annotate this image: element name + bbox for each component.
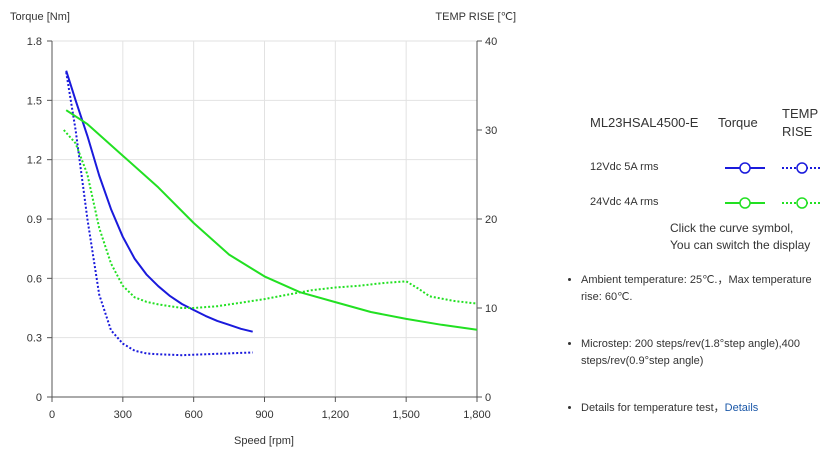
- note-microstep: Microstep: 200 steps/rev(1.8°step angle)…: [581, 336, 821, 370]
- note-details: Details for temperature test，Details: [581, 400, 821, 417]
- chart-ticks: 0 300 600 900 1,200 1,500 1,80000.30.60.91.21.…: [27, 36, 498, 421]
- y-axis-right-label: TEMP RISE [℃]: [435, 11, 516, 23]
- legend-hint-line: You can switch the display: [670, 238, 811, 252]
- y-right-tick-label: 20: [485, 214, 497, 226]
- y-right-tick-label: 40: [485, 36, 497, 48]
- legend-header-torque: Torque: [718, 115, 758, 130]
- note-ambient: Ambient temperature: 25℃.，Max temperatur…: [581, 272, 821, 306]
- y-left-tick-label: 0.6: [27, 273, 42, 285]
- y-axis-left-label: Torque [Nm]: [10, 11, 70, 23]
- legend-symbol-torque-24v[interactable]: [725, 197, 765, 209]
- series-line-torque_12v: [65, 70, 253, 333]
- legend-symbol-temp-12v[interactable]: [782, 162, 822, 174]
- y-left-tick-label: 0.9: [27, 214, 42, 226]
- series-line-temp_24v: [63, 129, 478, 309]
- details-link[interactable]: Details: [724, 402, 759, 414]
- chart-series: [63, 70, 478, 357]
- legend-row-label: 24Vdc 4A rms: [590, 196, 659, 208]
- legend-hint-line: Click the curve symbol,: [670, 221, 794, 235]
- y-left-tick-label: 1.8: [27, 36, 42, 48]
- x-tick-label: 1,800: [463, 409, 491, 421]
- x-tick-label: 600: [184, 409, 202, 421]
- series-line-torque_24v: [65, 109, 478, 331]
- x-tick-label: 1,200: [322, 409, 350, 421]
- note-details-text: Details for temperature test，: [581, 402, 725, 414]
- y-right-tick-label: 0: [485, 392, 491, 404]
- legend-row-label: 12Vdc 5A rms: [590, 161, 659, 173]
- legend-symbol-temp-24v[interactable]: [782, 197, 822, 209]
- legend-model-name: ML23HSAL4500-E: [590, 115, 699, 130]
- x-tick-label: 900: [255, 409, 273, 421]
- x-tick-label: 0: [49, 409, 55, 421]
- y-right-tick-label: 30: [485, 125, 497, 137]
- legend-hint: Click the curve symbol, You can switch t…: [670, 220, 810, 254]
- y-left-tick-label: 0: [36, 392, 42, 404]
- y-left-tick-label: 1.2: [27, 155, 42, 167]
- y-left-tick-label: 1.5: [27, 95, 42, 107]
- x-axis-label: Speed [rpm]: [234, 435, 294, 447]
- legend-header-temp: TEMP RISE: [782, 106, 818, 139]
- notes-list: Ambient temperature: 25℃.，Max temperatur…: [566, 272, 821, 447]
- x-tick-label: 1,500: [392, 409, 420, 421]
- x-tick-label: 300: [114, 409, 132, 421]
- y-right-tick-label: 10: [485, 303, 497, 315]
- legend-symbol-torque-12v[interactable]: [725, 162, 765, 174]
- y-left-tick-label: 0.3: [27, 333, 42, 345]
- series-line-temp_12v: [65, 72, 253, 357]
